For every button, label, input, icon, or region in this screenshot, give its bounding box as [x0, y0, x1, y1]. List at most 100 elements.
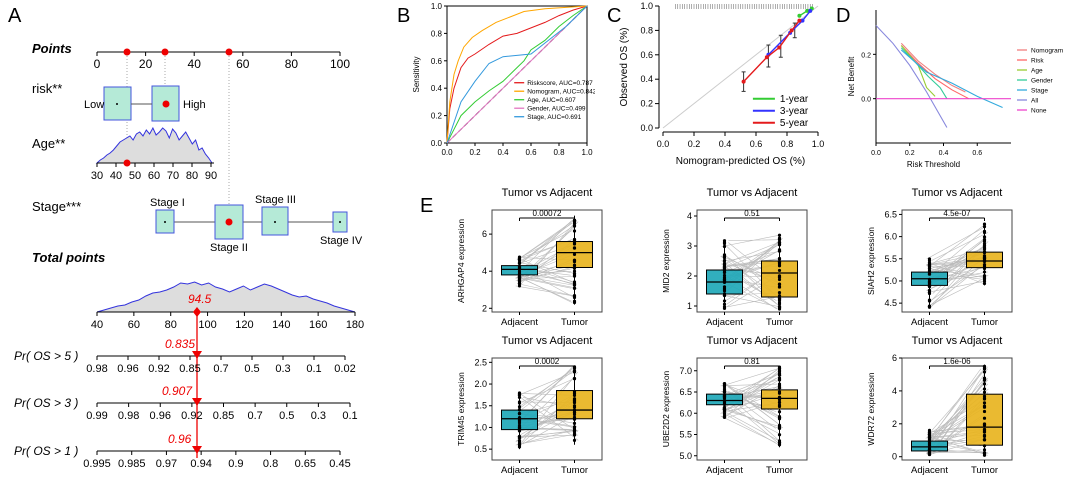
decision-curve [900, 45, 936, 97]
age-axis: 30 40 50 60 70 80 90 [91, 163, 217, 182]
y-axis-title: SIAH2 expression [866, 227, 876, 295]
pair-line [522, 275, 574, 286]
y-tick-label: 6.5 [679, 387, 692, 397]
pair-line [723, 258, 779, 268]
pair-line [720, 374, 782, 414]
x-tick-label: Tumor [766, 465, 793, 476]
legend-label: Stage [1031, 88, 1048, 95]
pair-line [931, 371, 982, 437]
y-tick-label: 5.0 [884, 276, 897, 286]
data-point [722, 302, 727, 306]
axis-tick-label: 0.45 [329, 458, 350, 470]
y-tick-label: 0.6 [431, 57, 443, 66]
data-point [722, 405, 727, 409]
data-point [777, 238, 782, 242]
data-point [982, 394, 987, 398]
legend-label: All [1031, 98, 1039, 105]
legend-label: Riskscore, AUC=0.787 [527, 80, 593, 87]
data-point [777, 291, 782, 295]
x-tick-label: 0.6 [525, 148, 537, 157]
data-point [777, 304, 782, 309]
data-point [572, 404, 577, 408]
y-tick-label: 0.0 [431, 139, 443, 148]
x-tick-label: 0.4 [497, 148, 509, 157]
dca-panel: D 0.0 0.2 0.4 0.6 0.0 0.2 Risk Threshold Net Be… [836, 5, 1063, 169]
y-tick-label: 7.0 [679, 366, 692, 376]
data-point [982, 270, 987, 274]
pr5-axis: 0.98 0.96 0.92 0.85 0.7 0.5 0.3 0.1 0.02 [86, 356, 356, 375]
data-point [982, 377, 987, 381]
axis-tick-label: 0.98 [86, 363, 107, 375]
y-tick-label: 4 [892, 386, 897, 396]
calibration-point [800, 18, 805, 23]
points-label: Points [32, 41, 72, 56]
calibration-plot: 0.0 0.0 0.2 0.2 0.4 0.4 0.6 0.6 0.8 0.8 1.0 1.0 Nomo… [619, 1, 824, 167]
data-point [777, 395, 782, 399]
axis-tick-label: 0.985 [118, 458, 146, 470]
x-tick-label: 0.0 [657, 139, 670, 149]
data-point [572, 432, 577, 436]
data-point [572, 366, 577, 370]
plot-title: Tumor vs Adjacent [707, 335, 798, 347]
data-point [982, 404, 987, 408]
data-point [722, 293, 727, 297]
x-tick-label: 0.0 [441, 148, 453, 157]
data-point [777, 414, 782, 419]
data-point [982, 250, 987, 254]
pair-line [520, 277, 572, 302]
boxplot-cell: Tumor vs Adjacent WDR72 expression 0 2 4 6 Adj… [866, 335, 1013, 476]
calibration-point [741, 79, 746, 84]
plot-frame [446, 5, 588, 144]
boxplot-cell: Tumor vs Adjacent MID2 expression 1 2 3 4 Adja… [661, 187, 808, 328]
roc-curve [446, 5, 588, 144]
y-axis-title: Net Benefit [847, 56, 856, 96]
points-dot [161, 48, 169, 56]
data-point [722, 402, 727, 406]
panel-label-c: C [607, 5, 621, 27]
data-point [572, 397, 577, 401]
data-point [722, 278, 727, 282]
calibration-curve [767, 10, 811, 56]
x-tick-label: 1.0 [581, 148, 593, 157]
data-point [982, 254, 987, 258]
data-point [777, 442, 782, 446]
data-point [572, 265, 577, 270]
x-tick-label: Adjacent [501, 317, 538, 328]
data-point [722, 305, 727, 309]
pair-line [720, 383, 778, 387]
calibration-point [789, 28, 794, 33]
axis-tick-label: 0.92 [148, 363, 169, 375]
data-point [777, 248, 782, 252]
y-tick-label: 0.8 [640, 25, 653, 35]
panel-label-b: B [397, 5, 410, 27]
axis-tick-label: 0.3 [311, 410, 326, 422]
data-point [572, 242, 577, 246]
data-point [982, 416, 987, 420]
decision-curve [900, 42, 966, 93]
stage-iv-label: Stage IV [320, 235, 363, 247]
axis-tick-label: 30 [91, 170, 103, 182]
axis-tick-label: 100 [330, 57, 350, 71]
axis-tick-label: 0.02 [334, 363, 355, 375]
pair-line [727, 386, 781, 426]
ideal-line [662, 5, 819, 129]
y-tick-label: 1.0 [474, 422, 487, 432]
y-tick-label: 4 [687, 211, 692, 221]
plot-frame [901, 357, 1013, 461]
data-point [982, 370, 987, 374]
calibration-point [764, 55, 769, 60]
x-tick-label: Adjacent [501, 465, 538, 476]
total-axis: 40 60 80 100 120 140 160 180 [91, 312, 364, 331]
data-point [722, 384, 727, 388]
pair-line [519, 371, 578, 445]
axis-tick-label: 50 [129, 170, 141, 182]
x-tick-label: 0.6 [972, 150, 982, 157]
x-tick-label: 0.2 [688, 139, 701, 149]
data-point [572, 224, 577, 228]
panel-label-a: A [8, 5, 22, 27]
pair-line [721, 260, 781, 307]
axis-tick-label: 80 [165, 319, 177, 331]
data-point [517, 421, 522, 425]
stage-ii-label: Stage II [210, 242, 248, 254]
data-point [982, 430, 987, 434]
